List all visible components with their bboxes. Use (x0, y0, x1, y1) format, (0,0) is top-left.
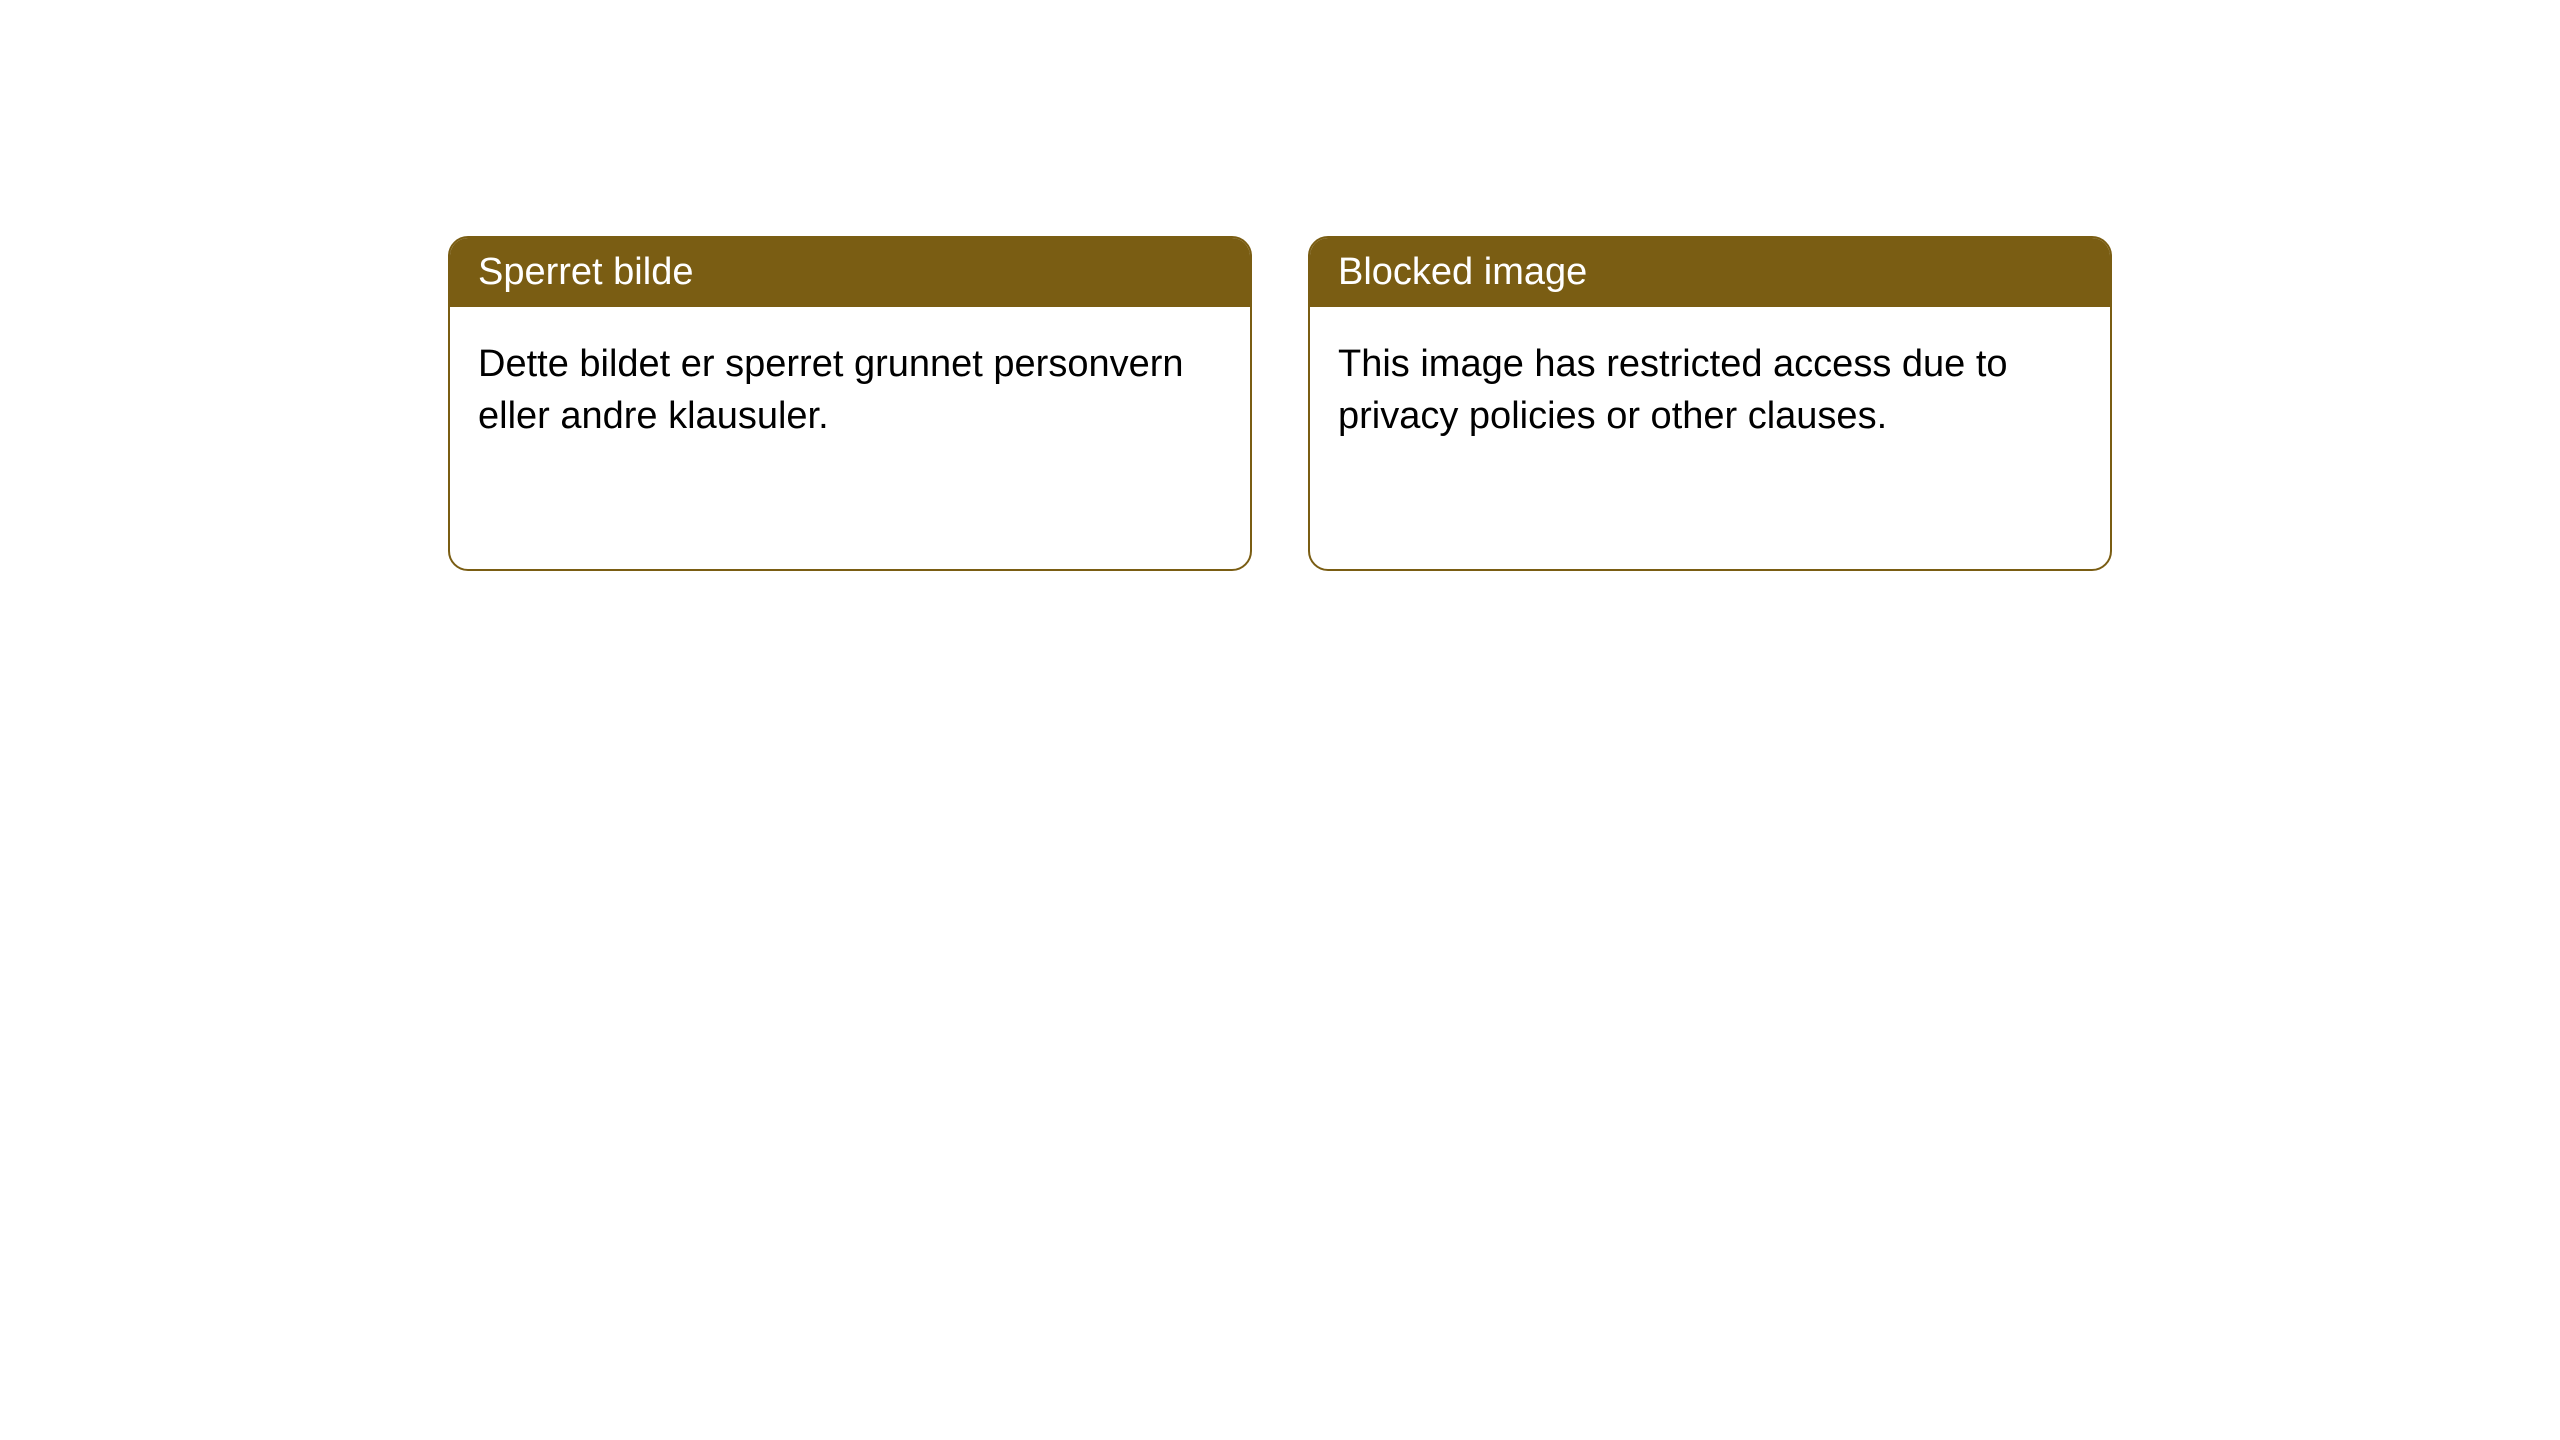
notice-card-norwegian: Sperret bilde Dette bildet er sperret gr… (448, 236, 1252, 571)
notice-card-body: Dette bildet er sperret grunnet personve… (450, 307, 1250, 474)
notice-card-title: Blocked image (1310, 238, 2110, 307)
notice-card-body: This image has restricted access due to … (1310, 307, 2110, 474)
notice-card-english: Blocked image This image has restricted … (1308, 236, 2112, 571)
notice-card-title: Sperret bilde (450, 238, 1250, 307)
notice-container: Sperret bilde Dette bildet er sperret gr… (0, 0, 2560, 571)
